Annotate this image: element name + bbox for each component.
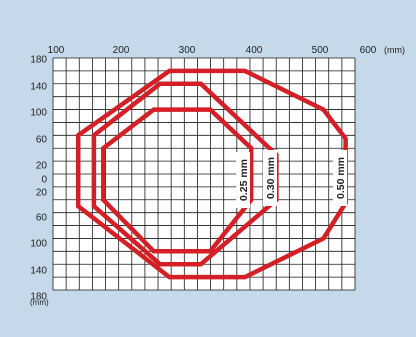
x-tick-label: 400 <box>246 45 263 56</box>
x-tick-label: 300 <box>179 45 196 56</box>
zone-label-text: 0.25 mm <box>238 159 250 201</box>
zone-label-text: 0.50 mm <box>335 157 347 199</box>
zone-label: 0.50 mm <box>333 150 347 206</box>
y-tick-label: 0 <box>41 175 47 186</box>
x-tick-label: 100 <box>48 45 65 56</box>
y-tick-label: 180 <box>30 292 47 303</box>
x-tick-label: 500 <box>312 45 329 56</box>
y-tick-label: 140 <box>30 266 47 277</box>
x-axis-unit: (mm) <box>384 45 405 55</box>
y-tick-label: 20 <box>36 161 48 172</box>
x-tick-label: 200 <box>113 45 130 56</box>
zone-label-bg <box>236 152 250 208</box>
zone-labels: 0.25 mm 0.30 mm 0.50 mm <box>236 150 347 208</box>
x-axis-ticks: 100 200 300 400 500 600 <box>48 45 377 56</box>
zone-label: 0.30 mm <box>263 150 277 206</box>
y-tick-label: 60 <box>36 213 48 224</box>
y-tick-label: 60 <box>36 135 48 146</box>
y-tick-label: 20 <box>36 188 48 199</box>
zone-label-bg <box>333 150 347 206</box>
zone-outline <box>75 68 348 280</box>
y-tick-label: 140 <box>30 82 47 93</box>
x-tick-label: 600 <box>360 45 377 56</box>
y-axis-unit: (mm) <box>30 298 49 307</box>
y-axis-ticks: 180 140 100 60 20 0 20 60 100 140 180 <box>30 55 47 303</box>
zone-label-bg <box>263 150 277 206</box>
y-tick-label: 180 <box>30 55 47 66</box>
reading-zones <box>75 68 348 280</box>
zone-label: 0.25 mm <box>236 152 250 208</box>
y-tick-label: 100 <box>30 108 47 119</box>
zone-outline <box>101 107 254 254</box>
y-tick-label: 100 <box>30 239 47 250</box>
zone-label-text: 0.30 mm <box>265 157 277 199</box>
zone-outline <box>91 81 279 267</box>
